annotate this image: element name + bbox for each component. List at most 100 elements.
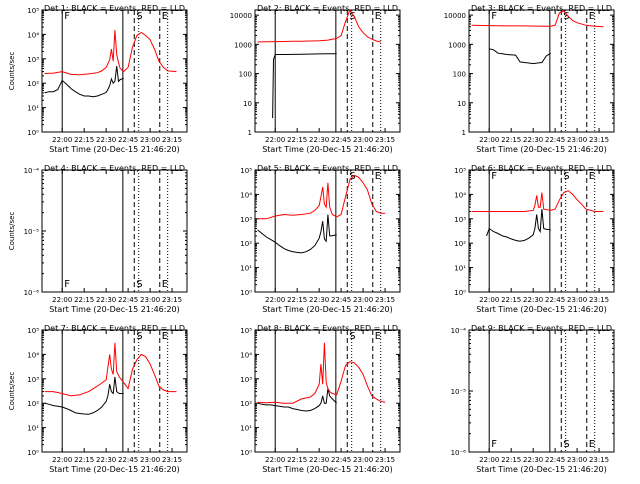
y-tick-label: 1 — [248, 129, 252, 137]
x-tick-label: 22:00 — [479, 456, 499, 464]
series-line-events — [486, 209, 551, 242]
chart-title: Det 8: BLACK = Events, RED = LLD — [257, 324, 398, 333]
y-tick-label: 10⁰ — [27, 129, 39, 137]
y-axis-label: Counts/sec — [8, 52, 16, 91]
x-tick-label: 22:00 — [265, 136, 285, 144]
marker-label: S — [563, 11, 569, 22]
x-tick-label: 22:15 — [501, 296, 521, 304]
x-tick-label: 22:45 — [118, 456, 138, 464]
x-tick-label: 22:00 — [52, 136, 72, 144]
series-line-lld — [257, 174, 386, 220]
x-tick-label: 23:00 — [140, 136, 160, 144]
marker-label: S — [349, 11, 355, 22]
marker-label: F — [64, 279, 70, 290]
marker-label: S — [136, 11, 142, 22]
series-line-events — [272, 52, 337, 119]
x-tick-label: 22:00 — [52, 296, 72, 304]
y-tick-label: 10⁻⁶ — [451, 449, 467, 457]
series-line-events — [44, 376, 124, 415]
marker-label: S — [349, 171, 355, 182]
x-tick-label: 22:45 — [118, 296, 138, 304]
x-tick-label: 22:30 — [523, 456, 543, 464]
chart-panel-9: Det 9: BLACK = Events, RED = LLD 10⁻⁶ 10⁻⁵… — [451, 324, 615, 474]
y-tick-label: 10⁵ — [240, 167, 252, 175]
marker-label: F — [491, 171, 497, 182]
y-tick-label: 10² — [240, 400, 252, 408]
y-tick-label: 10⁵ — [240, 327, 252, 335]
x-tick-label: 23:15 — [162, 456, 182, 464]
y-tick-label: 10² — [454, 240, 466, 248]
series-line-lld — [257, 342, 386, 404]
marker-label: F — [64, 11, 70, 22]
plot-frame — [254, 329, 401, 453]
y-tick-label: 10⁵ — [27, 327, 39, 335]
x-tick-label: 22:45 — [331, 296, 351, 304]
x-tick-label: 22:00 — [52, 456, 72, 464]
y-tick-label: 10⁴ — [27, 31, 39, 39]
y-tick-label: 10⁻⁴ — [451, 327, 467, 335]
y-tick-label: 1 — [462, 129, 466, 137]
x-tick-label: 22:45 — [545, 456, 565, 464]
x-axis-label: Start Time (20-Dec-15 21:46:20) — [476, 305, 607, 314]
x-tick-label: 22:15 — [501, 456, 521, 464]
x-tick-label: 22:30 — [96, 136, 116, 144]
x-tick-label: 22:45 — [545, 296, 565, 304]
x-tick-label: 22:00 — [265, 296, 285, 304]
y-axis-label: Counts/sec — [8, 372, 16, 411]
x-tick-label: 22:30 — [523, 296, 543, 304]
series-line-lld — [257, 8, 381, 43]
x-tick-label: 22:15 — [287, 456, 307, 464]
plot-frame — [41, 329, 188, 453]
x-axis-label: Start Time (20-Dec-15 21:46:20) — [262, 305, 393, 314]
x-tick-label: 23:00 — [567, 456, 587, 464]
series-line-lld — [44, 342, 177, 397]
plot-frame — [254, 9, 401, 133]
x-tick-label: 23:15 — [375, 296, 395, 304]
chart-panel-8: Det 8: BLACK = Events, RED = LLD 10⁰ 10¹ 10… — [240, 324, 401, 474]
y-tick-label: 10¹ — [27, 105, 39, 113]
marker-label: E — [589, 11, 595, 22]
y-tick-label: 10⁻⁶ — [24, 289, 40, 297]
x-tick-label: 23:15 — [375, 136, 395, 144]
y-tick-label: 1000 — [234, 41, 252, 49]
y-tick-label: 10⁵ — [454, 167, 466, 175]
chart-title: Det 3: BLACK = Events, RED = LLD — [471, 4, 612, 13]
y-tick-label: 10⁰ — [454, 289, 466, 297]
chart-panel-6: Det 6: BLACK = Events, RED = LLD 10⁰ 10¹ 10… — [454, 164, 615, 314]
y-tick-label: 10⁵ — [27, 7, 39, 15]
marker-label: F — [491, 11, 497, 22]
chart-title: Det 5: BLACK = Events, RED = LLD — [257, 164, 398, 173]
series-line-lld — [471, 10, 604, 28]
x-tick-label: 22:45 — [331, 456, 351, 464]
y-tick-label: 10⁴ — [454, 191, 466, 199]
plot-frame — [41, 169, 188, 293]
y-tick-label: 100 — [453, 71, 466, 79]
y-tick-label: 10³ — [240, 216, 252, 224]
chart-title: Det 9: BLACK = Events, RED = LLD — [471, 324, 612, 333]
marker-label: E — [162, 11, 168, 22]
series-line-lld — [44, 30, 177, 76]
y-tick-label: 10⁴ — [240, 351, 252, 359]
series-line-events — [257, 214, 337, 254]
y-tick-label: 10⁰ — [240, 449, 252, 457]
y-tick-label: 10⁴ — [240, 191, 252, 199]
x-tick-label: 22:45 — [331, 136, 351, 144]
x-axis-label: Start Time (20-Dec-15 21:46:20) — [476, 465, 607, 474]
y-tick-label: 10 — [243, 100, 252, 108]
y-tick-label: 10⁻⁵ — [451, 388, 467, 396]
x-tick-label: 22:15 — [74, 456, 94, 464]
x-tick-label: 22:30 — [309, 296, 329, 304]
x-tick-label: 23:00 — [353, 456, 373, 464]
y-tick-label: 10000 — [230, 12, 252, 20]
y-tick-label: 10¹ — [454, 265, 466, 273]
chart-panel-4: Det 4: BLACK = Events, RED = LLD 10⁻⁶ 10⁻⁵… — [8, 164, 188, 314]
y-tick-label: 10⁻⁵ — [24, 228, 40, 236]
x-tick-label: 23:00 — [140, 296, 160, 304]
x-tick-label: 22:15 — [287, 296, 307, 304]
x-tick-label: 22:30 — [523, 136, 543, 144]
x-tick-label: 23:15 — [162, 136, 182, 144]
x-axis-label: Start Time (20-Dec-15 21:46:20) — [262, 465, 393, 474]
chart-panel-5: Det 5: BLACK = Events, RED = LLD 10⁰ 10¹ 10… — [240, 164, 401, 314]
marker-label: S — [563, 439, 569, 450]
y-tick-label: 10² — [240, 240, 252, 248]
